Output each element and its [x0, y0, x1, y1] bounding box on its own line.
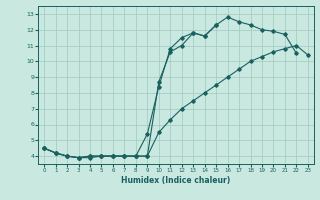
X-axis label: Humidex (Indice chaleur): Humidex (Indice chaleur): [121, 176, 231, 185]
